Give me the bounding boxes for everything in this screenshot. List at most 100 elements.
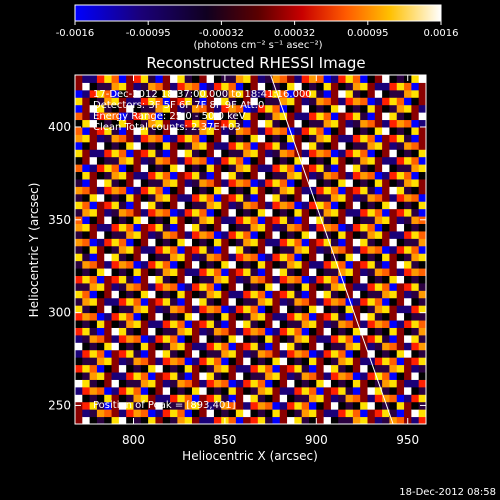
heatmap-cell [243,141,251,150]
heatmap-cell [345,97,354,106]
heatmap-cell [287,253,295,262]
heatmap-cell [89,186,98,195]
heatmap-cell [294,379,303,388]
heatmap-cell [75,119,83,128]
heatmap-cell [418,290,426,299]
heatmap-cell [411,112,420,121]
heatmap-cell [257,171,266,180]
heatmap-cell [367,349,376,358]
heatmap-cell [192,216,200,225]
heatmap-cell [287,223,295,232]
heatmap-cell [184,97,193,106]
heatmap-cell [140,134,149,143]
heatmap-cell [75,104,83,113]
heatmap-cell [206,312,215,321]
heatmap-cell [155,268,164,276]
heatmap-cell [221,193,230,202]
heatmap-cell [192,379,200,388]
heatmap-cell [257,208,266,217]
y-axis-label: Heliocentric Y (arcsec) [27,183,41,318]
heatmap-cell [338,75,347,83]
heatmap-cell [287,208,295,217]
heatmap-cell [330,141,339,150]
heatmap-cell [411,372,420,380]
heatmap-cell [148,89,156,98]
heatmap-cell [243,334,251,343]
heatmap-cell [199,97,208,106]
heatmap-cell [228,297,237,306]
heatmap-cell [96,164,105,173]
heatmap-cell [111,334,120,343]
heatmap-cell [184,230,193,239]
heatmap-cell [389,245,398,254]
heatmap-cell [111,275,120,284]
x-tick-label: 950 [396,433,419,447]
heatmap-cell [192,290,200,299]
heatmap-cell [235,386,244,395]
heatmap-cell [338,394,347,403]
heatmap-cell [309,119,317,128]
heatmap-cell [118,401,127,410]
heatmap-cell [75,186,83,195]
heatmap-cell [177,216,186,225]
heatmap-cell [162,104,171,113]
heatmap-cell [184,282,193,291]
heatmap-cell [96,364,105,373]
heatmap-cell [367,186,376,195]
heatmap-cell [250,394,259,403]
heatmap-cell [345,230,354,239]
heatmap-cell [360,230,368,239]
heatmap-cell [323,82,332,91]
heatmap-cell [279,141,288,150]
heatmap-cell [221,230,230,239]
heatmap-cell [338,409,347,418]
heatmap-cell [140,416,149,424]
heatmap-cell [257,327,266,336]
heatmap-cell [162,357,171,366]
heatmap-cell [89,260,98,269]
heatmap-cell [352,171,361,180]
heatmap-cell [250,275,259,284]
heatmap-cell [104,230,113,239]
heatmap-cell [265,171,273,180]
heatmap-cell [96,119,105,128]
heatmap-cell [309,282,317,291]
heatmap-cell [184,312,193,321]
heatmap-cell [382,282,390,291]
heatmap-cell [192,312,200,321]
heatmap-cell [177,386,186,395]
heatmap-cell [111,223,120,232]
heatmap-cell [155,112,164,121]
heatmap-cell [367,334,376,343]
heatmap-cell [140,119,149,128]
heatmap-cell [228,305,237,314]
heatmap-cell [213,253,222,262]
heatmap-cell [374,216,383,225]
heatmap-cell [213,193,222,202]
heatmap-cell [338,208,347,217]
heatmap-cell [257,186,266,195]
heatmap-cell [294,89,303,98]
heatmap-cell [338,260,347,269]
heatmap-cell [367,401,376,410]
heatmap-cell [250,290,259,299]
heatmap-cell [323,312,332,321]
heatmap-cell [257,342,266,351]
heatmap-cell [118,357,127,366]
heatmap-cell [228,357,237,366]
heatmap-cell [309,156,317,165]
heatmap-cell [213,386,222,395]
heatmap-cell [367,216,376,225]
heatmap-cell [301,141,310,150]
heatmap-cell [199,268,208,276]
heatmap-cell [345,149,354,158]
heatmap-cell [360,186,368,195]
heatmap-cell [235,260,244,269]
heatmap-cell [323,112,332,121]
heatmap-cell [228,253,237,262]
heatmap-cell [345,357,354,366]
heatmap-cell [82,282,91,291]
heatmap-cell [148,216,156,225]
heatmap-cell [352,186,361,195]
heatmap-cell [352,216,361,225]
